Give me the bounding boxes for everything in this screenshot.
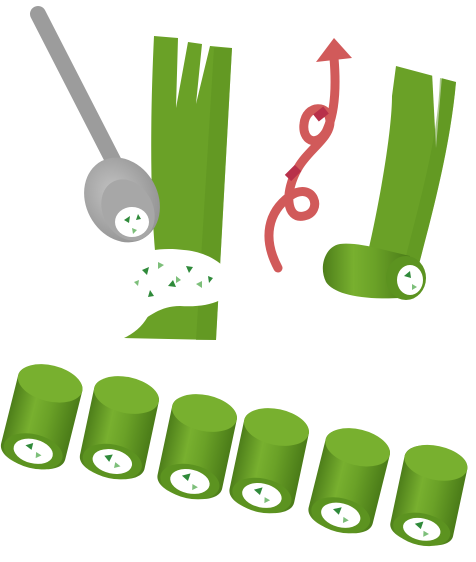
herb-fleck <box>404 271 411 278</box>
herb-fleck <box>412 284 417 290</box>
herb-fleck <box>124 216 130 223</box>
rolling-leaf-icon <box>368 66 456 268</box>
herb-fleck <box>132 228 137 234</box>
roll-piece-icon <box>390 444 468 547</box>
curly-arrow-shade <box>313 106 329 122</box>
roll-piece-icon <box>229 408 309 514</box>
spoon-filling <box>115 207 149 237</box>
spoon-icon <box>30 6 126 178</box>
herb-fleck <box>136 214 141 220</box>
filling-herbs <box>134 262 213 297</box>
step-spread-filling <box>30 6 232 340</box>
roll-piece-icon <box>80 376 159 480</box>
step-cut-pieces <box>1 364 468 547</box>
rolling-leaf-shade <box>404 78 456 268</box>
curly-arrow-shade <box>284 164 302 182</box>
roll-piece-icon <box>1 364 83 470</box>
roll-piece-icon <box>308 428 390 534</box>
roll-piece-icon <box>157 394 237 500</box>
arrow-head-icon <box>316 38 352 62</box>
curly-arrow-icon <box>264 53 340 273</box>
rolled-filling <box>397 265 423 295</box>
step-roll-up <box>264 38 456 300</box>
